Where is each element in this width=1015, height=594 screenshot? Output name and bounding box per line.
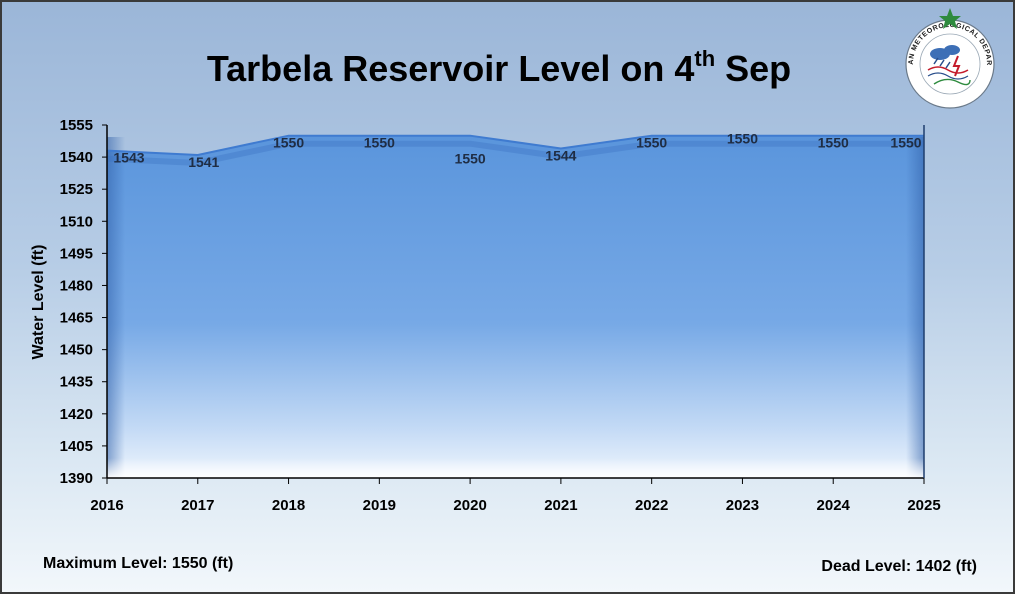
area-bevel-right [906, 137, 924, 478]
data-label: 1550 [727, 131, 758, 147]
y-tick-label: 1525 [60, 181, 93, 198]
x-tick-label: 2018 [272, 497, 305, 514]
data-label: 1550 [636, 135, 667, 151]
data-label: 1550 [273, 135, 304, 151]
plot-area: 1390 1405 1420 1435 1450 1465 1480 1495 1510 1525… [60, 117, 941, 514]
x-tick-label: 2017 [181, 497, 214, 514]
area-bevel-left [107, 137, 125, 478]
x-tick-label: 2019 [363, 497, 396, 514]
data-label: 1550 [818, 135, 849, 151]
series-edge-shadow [106, 140, 924, 166]
series-line [106, 134, 924, 156]
x-tick-label: 2023 [726, 497, 759, 514]
maximum-level-note: Maximum Level: 1550 (ft) [43, 555, 233, 572]
area-fill [107, 135, 924, 479]
data-label: 1541 [188, 154, 219, 170]
data-label: 1544 [545, 148, 576, 164]
y-tick-label: 1555 [60, 117, 93, 134]
y-tick-label: 1390 [60, 470, 93, 487]
y-tick-label: 1510 [60, 213, 93, 230]
y-tick-label: 1450 [60, 342, 93, 359]
data-label: 1543 [113, 150, 144, 166]
y-tick-label: 1480 [60, 277, 93, 294]
x-tick-label: 2020 [453, 497, 486, 514]
y-tick-label: 1405 [60, 438, 93, 455]
pmd-seal-icon: PAKISTAN METEOROLOGICAL DEPARTMENT [905, 8, 995, 109]
x-tick-label: 2016 [90, 497, 123, 514]
dead-level-note: Dead Level: 1402 (ft) [821, 558, 977, 575]
y-tick-label: 1435 [60, 374, 93, 391]
x-tick-label: 2022 [635, 497, 668, 514]
x-tick-label: 2024 [817, 497, 851, 514]
y-tick-label: 1540 [60, 149, 93, 166]
chart-title: Tarbela Reservoir Level on 4th Sep [207, 46, 791, 89]
y-tick-label: 1420 [60, 406, 93, 423]
data-label: 1550 [455, 151, 486, 167]
y-tick-label: 1465 [60, 310, 93, 327]
area-bevel-bottom [107, 458, 924, 478]
data-label: 1550 [364, 135, 395, 151]
y-axis-title: Water Level (ft) [30, 245, 47, 360]
y-tick-label: 1495 [60, 245, 93, 262]
x-tick-label: 2021 [544, 497, 577, 514]
x-tick-label: 2025 [907, 497, 940, 514]
data-label: 1550 [890, 135, 921, 151]
